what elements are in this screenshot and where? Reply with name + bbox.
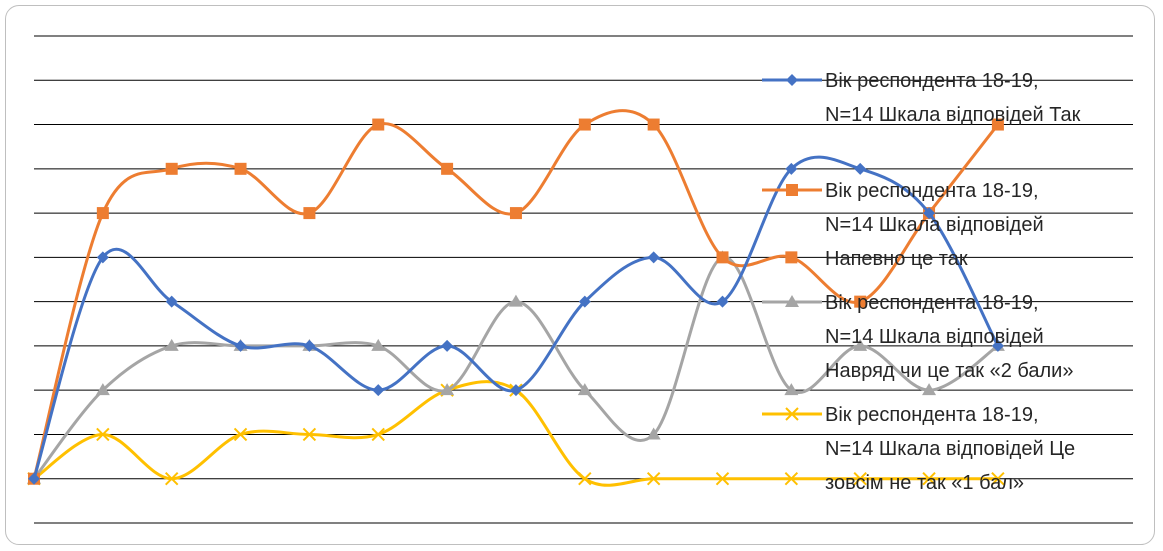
data-point: [164, 472, 179, 486]
data-point: [646, 472, 661, 486]
legend-label: Вік респондента 18-19,: [825, 292, 1039, 314]
legend-label: Напевно це так: [825, 248, 968, 270]
data-point: [509, 384, 522, 397]
legend-label: N=14 Шкала відповідей: [825, 214, 1044, 236]
data-point: [854, 162, 867, 175]
legend-label: N=14 Шкала відповідей: [825, 326, 1044, 348]
legend-entry-4: Вік респондента 18-19, N=14 Шкала відпові…: [762, 404, 1075, 494]
data-point: [716, 295, 729, 308]
data-point: [716, 251, 729, 264]
legend-label: зовсім не так «1 бал»: [825, 472, 1024, 494]
data-point: [784, 472, 799, 486]
data-point: [854, 295, 867, 308]
data-point: [440, 383, 455, 396]
data-point: [371, 338, 386, 351]
data-point: [784, 383, 799, 396]
data-point: [95, 383, 110, 396]
legend-marker: [785, 295, 799, 307]
data-point: [991, 118, 1004, 131]
data-point: [853, 338, 868, 351]
data-point: [165, 162, 178, 175]
series-line: [33, 380, 998, 487]
data-point: [991, 472, 1005, 486]
data-point: [577, 383, 592, 396]
legend-label: Вік респондента 18-19,: [825, 70, 1039, 92]
data-point: [96, 207, 109, 220]
data-point: [923, 207, 936, 220]
data-point: [441, 162, 454, 175]
data-point: [578, 472, 592, 486]
data-point: [164, 338, 179, 351]
legend-marker: [786, 74, 798, 86]
data-point: [785, 162, 798, 175]
data-point: [96, 427, 110, 442]
data-point: [233, 427, 248, 442]
legend-label: N=14 Шкала відповідей Це: [825, 438, 1075, 460]
data-point: [578, 118, 591, 131]
legend-label: N=14 Шкала відповідей Так: [825, 104, 1081, 126]
data-point: [853, 472, 867, 486]
series-4: [27, 380, 1005, 487]
series-1: [28, 155, 1004, 485]
series-3: [27, 250, 1005, 484]
legend-entry-3: Вік респондента 18-19, N=14 Шкала відпові…: [762, 292, 1073, 382]
legend: Вік респондента 18-19, N=14 Шкала відпові…: [762, 70, 1081, 494]
series-lines: [27, 109, 1005, 487]
data-point: [371, 427, 385, 442]
legend-marker: [786, 184, 798, 196]
data-point: [372, 384, 385, 397]
data-point: [922, 383, 937, 396]
data-point: [508, 294, 523, 307]
legend-entry-1: Вік респондента 18-19, N=14 Шкала відпові…: [762, 70, 1081, 126]
data-point: [234, 162, 247, 175]
data-point: [646, 427, 661, 440]
data-point: [509, 207, 522, 220]
data-point: [715, 472, 730, 486]
data-point: [578, 295, 591, 308]
data-point: [441, 339, 454, 352]
data-point: [372, 118, 385, 131]
data-point: [28, 472, 40, 485]
data-point: [785, 251, 798, 264]
series-line: [32, 255, 999, 480]
series-line: [32, 155, 1000, 480]
data-point: [922, 472, 936, 486]
data-point: [303, 339, 316, 352]
data-point: [647, 118, 660, 131]
data-point: [302, 427, 317, 442]
legend-label: Навряд чи це так «2 бали»: [825, 360, 1073, 382]
data-point: [991, 339, 1004, 352]
data-point: [647, 251, 660, 264]
data-point: [165, 295, 178, 308]
legend-label: Вік респондента 18-19,: [825, 404, 1039, 426]
data-point: [303, 207, 316, 220]
legend-label: Вік респондента 18-19,: [825, 180, 1039, 202]
legend-entry-2: Вік респондента 18-19, N=14 Шкала відпові…: [762, 180, 1044, 270]
data-point: [96, 251, 109, 264]
data-point: [234, 339, 247, 352]
legend-marker: [785, 407, 799, 421]
